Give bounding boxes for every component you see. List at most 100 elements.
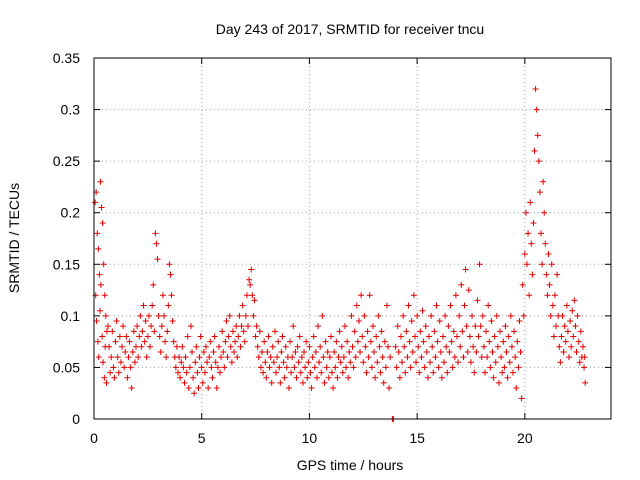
data-point [406,338,413,345]
data-point [403,328,410,335]
data-point [209,374,216,381]
data-point [321,379,328,386]
data-point [168,292,175,299]
data-point [289,354,296,361]
data-point [469,312,476,319]
data-point [175,369,182,376]
data-point [488,318,495,325]
data-point [449,364,456,371]
data-point [417,328,424,335]
y-tick-label: 0.25 [53,153,80,169]
data-point [521,250,528,257]
data-point [354,338,361,345]
data-point [376,343,383,350]
data-point [208,364,215,371]
data-point [489,348,496,355]
data-point [352,354,359,361]
data-point [224,354,231,361]
data-point [504,374,511,381]
data-point [472,323,479,330]
data-point [103,379,110,386]
data-point [450,328,457,335]
data-point [238,323,245,330]
data-point [239,302,246,309]
data-point [517,348,524,355]
data-point [229,328,236,335]
data-point [470,343,477,350]
data-point [337,359,344,366]
data-point [143,354,150,361]
data-point [515,364,522,371]
data-point [130,328,137,335]
data-point [563,302,570,309]
data-point [136,333,143,340]
data-point [420,338,427,345]
data-point [386,385,393,392]
x-tick-label: 5 [198,430,206,446]
data-point [424,374,431,381]
data-point [557,359,564,366]
data-point [362,343,369,350]
data-point [197,333,204,340]
data-point [157,348,164,355]
data-point [142,318,149,325]
data-point [105,323,112,330]
data-point [228,359,235,366]
data-point [94,338,101,345]
data-point [322,338,329,345]
data-point [164,328,171,335]
data-point [97,307,104,314]
data-point [377,369,384,376]
data-point [108,354,115,361]
data-point [404,354,411,361]
y-tick-label: 0.35 [53,50,80,66]
data-point [366,292,373,299]
data-point [234,354,241,361]
data-point [570,333,577,340]
data-point [223,318,230,325]
data-point [548,261,555,268]
data-point [351,328,358,335]
data-point [269,343,276,350]
data-point [491,333,498,340]
data-point [302,364,309,371]
data-point [514,338,521,345]
data-point [371,348,378,355]
data-point [184,333,191,340]
data-point [448,338,455,345]
data-point [409,348,416,355]
data-point [416,369,423,376]
data-point [156,333,163,340]
data-point [553,323,560,330]
data-point [379,354,386,361]
data-point [373,333,380,340]
data-point [394,323,401,330]
data-point [154,256,161,263]
data-point [326,354,333,361]
data-point [297,369,304,376]
x-tick-label: 20 [517,430,533,446]
y-tick-label: 0 [72,411,80,427]
data-point [383,302,390,309]
data-point [123,333,130,340]
data-point [190,374,197,381]
data-point [532,85,539,92]
data-point [408,318,415,325]
data-point [471,369,478,376]
data-point [443,343,450,350]
data-point [94,230,101,237]
data-point [331,348,338,355]
data-point [122,348,129,355]
data-point [512,354,519,361]
data-point [544,292,551,299]
data-point [477,323,484,330]
data-point [572,323,579,330]
data-point [569,307,576,314]
data-point [214,364,221,371]
data-point [263,374,270,381]
data-point [574,312,581,319]
data-point [533,106,540,113]
data-point [295,359,302,366]
data-point [543,271,550,278]
